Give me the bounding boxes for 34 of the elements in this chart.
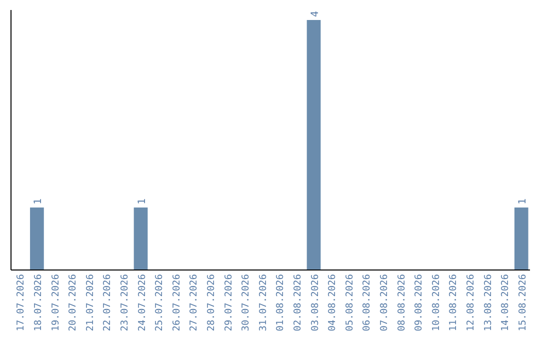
x-tick-label: 12.08.2026 [465,274,476,332]
x-tick-label: 24.07.2026 [136,274,148,332]
x-tick-label: 21.07.2026 [84,274,96,332]
x-tick-label: 19.07.2026 [50,274,62,332]
x-tick-label: 15.08.2026 [517,274,528,332]
x-tick-label: 08.08.2026 [396,274,408,332]
x-tick-label: 13.08.2026 [482,274,494,332]
data-label: 1 [136,198,148,204]
x-tick-label: 05.08.2026 [344,274,356,332]
x-tick-label: 23.07.2026 [119,274,130,332]
x-tick-label: 09.08.2026 [414,274,425,332]
x-tick-label: 01.08.2026 [275,274,286,332]
x-tick-label: 04.08.2026 [327,274,338,332]
data-label: 4 [310,10,321,17]
x-tick-label: 10.08.2026 [430,274,442,332]
x-tick-label: 29.07.2026 [223,274,234,332]
x-tick-label: 20.07.2026 [68,274,79,332]
x-tick-label: 18.07.2026 [32,274,44,332]
x-tick-label: 26.07.2026 [171,274,182,332]
x-tick-label: 30.07.2026 [240,274,252,332]
x-tick-label: 02.08.2026 [292,274,304,332]
data-label: 1 [32,198,44,204]
x-tick-label: 14.08.2026 [500,274,512,332]
x-tick-label: 28.07.2026 [206,274,217,332]
x-tick-label: 27.07.2026 [188,274,200,332]
x-tick-label: 25.07.2026 [154,274,166,332]
x-tick-label: 22.07.2026 [102,274,114,332]
x-tick-label: 03.08.2026 [310,274,321,332]
data-label: 1 [517,198,528,204]
x-tick-label: 31.07.2026 [258,274,269,332]
x-tick-label: 06.08.2026 [362,274,373,332]
x-tick-label: 11.08.2026 [448,274,460,332]
x-tick-label: 07.08.2026 [378,274,390,332]
x-tick-label: 17.07.2026 [16,274,27,332]
